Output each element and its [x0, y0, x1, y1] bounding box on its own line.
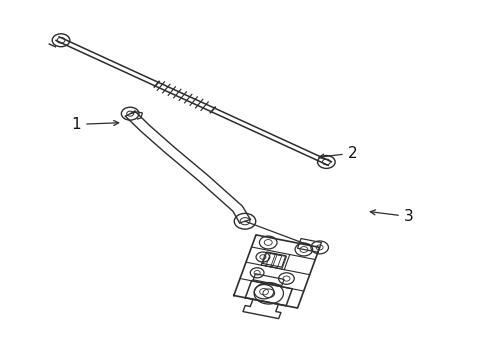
Text: 1: 1	[72, 117, 119, 132]
Text: 3: 3	[370, 209, 414, 224]
Text: 2: 2	[319, 145, 357, 161]
